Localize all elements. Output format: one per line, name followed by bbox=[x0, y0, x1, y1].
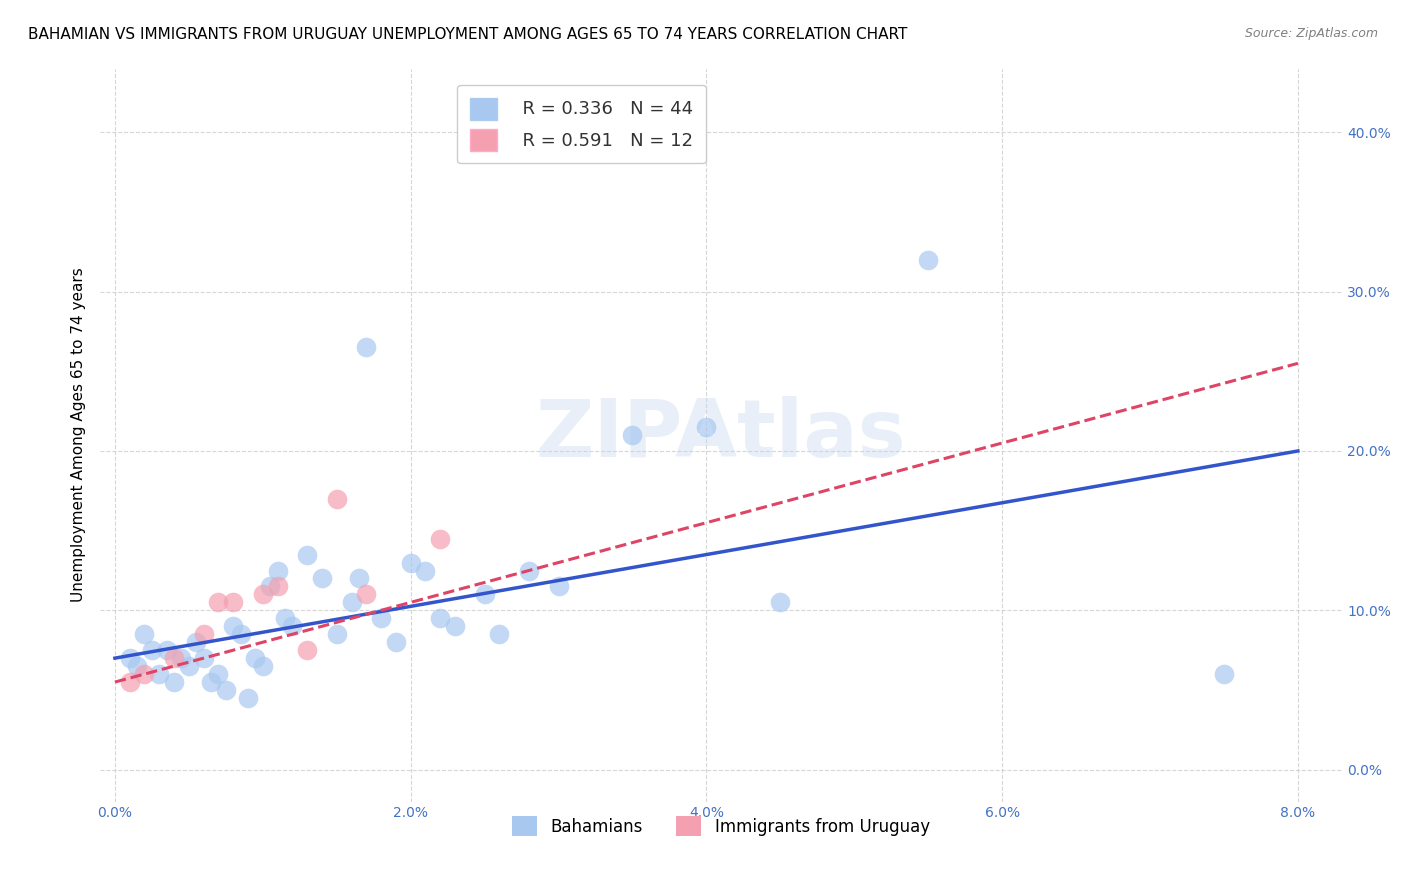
Point bbox=[295, 548, 318, 562]
Point bbox=[229, 627, 252, 641]
Point bbox=[193, 651, 215, 665]
Point bbox=[170, 651, 193, 665]
Point bbox=[325, 491, 347, 506]
Point bbox=[186, 635, 208, 649]
Text: ZIPAtlas: ZIPAtlas bbox=[536, 396, 907, 474]
Point bbox=[215, 683, 238, 698]
Text: BAHAMIAN VS IMMIGRANTS FROM URUGUAY UNEMPLOYMENT AMONG AGES 65 TO 74 YEARS CORRE: BAHAMIAN VS IMMIGRANTS FROM URUGUAY UNEM… bbox=[28, 27, 907, 42]
Point bbox=[141, 643, 163, 657]
Point bbox=[193, 627, 215, 641]
Point bbox=[163, 675, 186, 690]
Point bbox=[163, 651, 186, 665]
Point bbox=[356, 340, 378, 354]
Point bbox=[311, 572, 333, 586]
Point bbox=[281, 619, 304, 633]
Point bbox=[252, 587, 274, 601]
Point bbox=[266, 579, 288, 593]
Point bbox=[340, 595, 363, 609]
Point bbox=[295, 643, 318, 657]
Point bbox=[429, 532, 451, 546]
Point bbox=[347, 572, 370, 586]
Point bbox=[695, 420, 717, 434]
Point bbox=[156, 643, 179, 657]
Point bbox=[207, 667, 229, 681]
Point bbox=[370, 611, 392, 625]
Point bbox=[769, 595, 792, 609]
Point bbox=[917, 252, 939, 267]
Point bbox=[444, 619, 467, 633]
Text: Source: ZipAtlas.com: Source: ZipAtlas.com bbox=[1244, 27, 1378, 40]
Point bbox=[399, 556, 422, 570]
Point bbox=[474, 587, 496, 601]
Point bbox=[259, 579, 281, 593]
Legend: Bahamians, Immigrants from Uruguay: Bahamians, Immigrants from Uruguay bbox=[505, 807, 938, 845]
Point bbox=[621, 428, 644, 442]
Point bbox=[252, 659, 274, 673]
Point bbox=[517, 564, 540, 578]
Point bbox=[415, 564, 437, 578]
Point bbox=[134, 667, 156, 681]
Point bbox=[207, 595, 229, 609]
Point bbox=[200, 675, 222, 690]
Point bbox=[134, 627, 156, 641]
Point bbox=[385, 635, 408, 649]
Point bbox=[222, 619, 245, 633]
Point bbox=[547, 579, 569, 593]
Point bbox=[245, 651, 267, 665]
Y-axis label: Unemployment Among Ages 65 to 74 years: Unemployment Among Ages 65 to 74 years bbox=[72, 268, 86, 602]
Point bbox=[118, 651, 141, 665]
Point bbox=[1213, 667, 1236, 681]
Point bbox=[274, 611, 297, 625]
Point bbox=[488, 627, 510, 641]
Point bbox=[356, 587, 378, 601]
Point bbox=[177, 659, 200, 673]
Point bbox=[236, 691, 259, 706]
Point bbox=[429, 611, 451, 625]
Point bbox=[325, 627, 347, 641]
Point bbox=[118, 675, 141, 690]
Point bbox=[127, 659, 149, 673]
Point bbox=[266, 564, 288, 578]
Point bbox=[222, 595, 245, 609]
Point bbox=[148, 667, 170, 681]
